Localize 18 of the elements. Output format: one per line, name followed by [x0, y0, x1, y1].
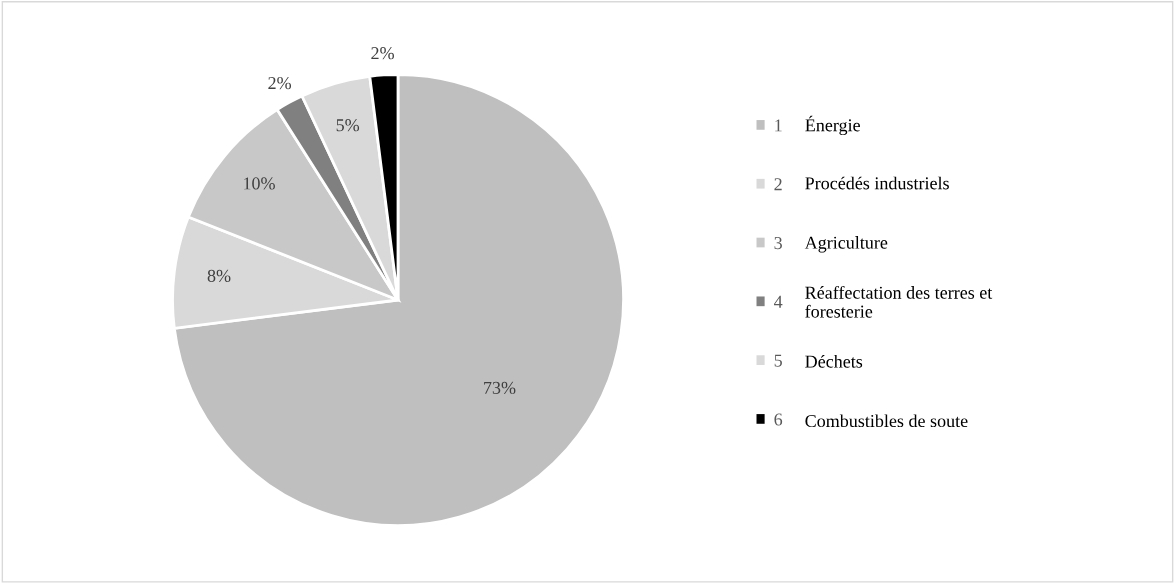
legend-label: 1 — [775, 119, 782, 132]
data-label: 2% — [371, 47, 394, 60]
text: Procédés industriels — [805, 176, 949, 190]
data-label: 10% — [244, 177, 275, 190]
legend-label: 6 — [774, 413, 783, 426]
text: Combustibles de soute — [805, 414, 968, 428]
text: Réaffectation des terres et foresterie — [805, 285, 993, 318]
legend-label: 5 — [774, 354, 782, 367]
text: Agriculture — [804, 236, 888, 253]
text: Énergie — [805, 115, 860, 136]
data-label: 8% — [207, 269, 231, 282]
legend-label: 3 — [774, 236, 782, 250]
data-label: 5% — [336, 119, 360, 132]
text: Déchets — [805, 354, 863, 368]
data-label: 2% — [268, 76, 292, 90]
data-label: 73% — [484, 381, 516, 395]
legend-label: 4 — [774, 295, 783, 308]
legend-label: 2 — [774, 178, 782, 191]
